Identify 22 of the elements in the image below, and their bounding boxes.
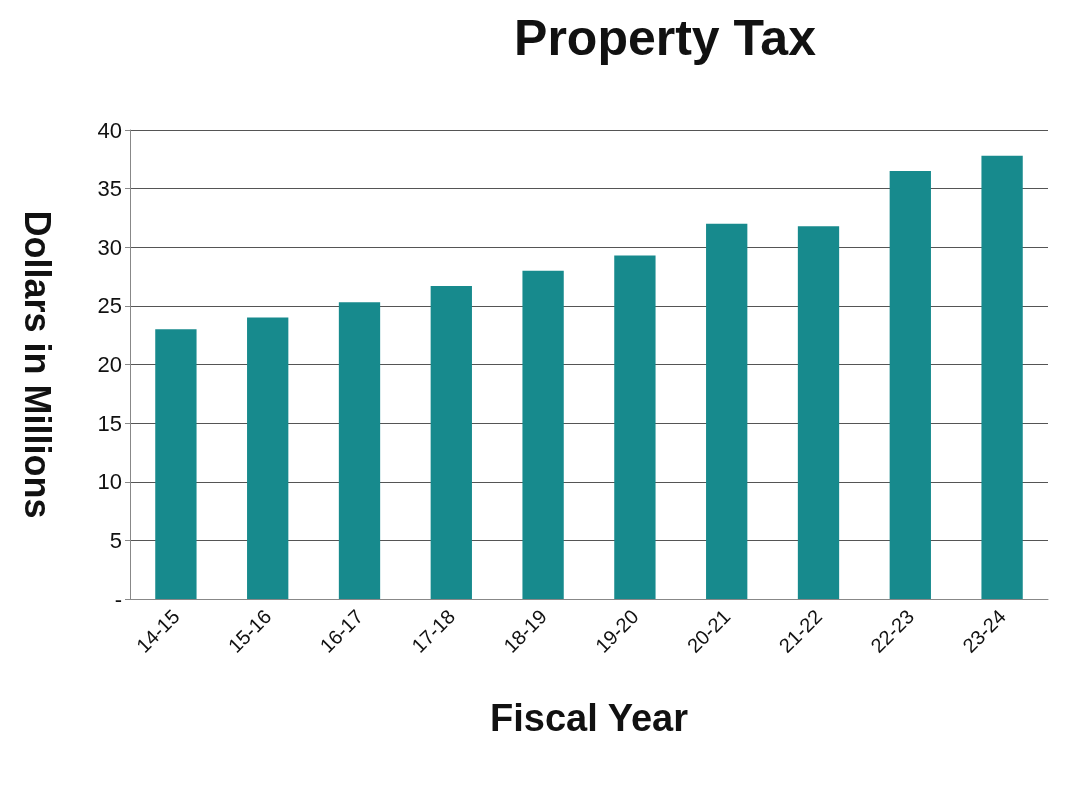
- bar: [797, 226, 840, 599]
- y-tick-label: 25: [97, 293, 122, 319]
- x-axis-title: Fiscal Year: [490, 697, 689, 739]
- y-tick-label: -: [114, 586, 122, 612]
- y-tick-label: 20: [97, 352, 122, 377]
- bar: [247, 317, 289, 599]
- y-tick-label: 30: [97, 234, 122, 260]
- chart-title: Property Tax: [514, 10, 817, 66]
- bar: [889, 171, 931, 599]
- bar: [430, 285, 472, 599]
- bar: [155, 329, 197, 599]
- bar: [522, 270, 564, 599]
- y-tick-label: 10: [97, 469, 122, 495]
- y-tick-label: 15: [97, 410, 122, 436]
- y-tick-label: 40: [97, 117, 122, 143]
- bar: [981, 155, 1023, 599]
- bar: [614, 255, 656, 599]
- bar: [338, 302, 381, 599]
- bar: [706, 223, 748, 599]
- y-tick-label: 35: [97, 176, 122, 202]
- y-axis-title: Dollars in Millions: [16, 210, 58, 519]
- y-tick-label: 5: [109, 527, 122, 553]
